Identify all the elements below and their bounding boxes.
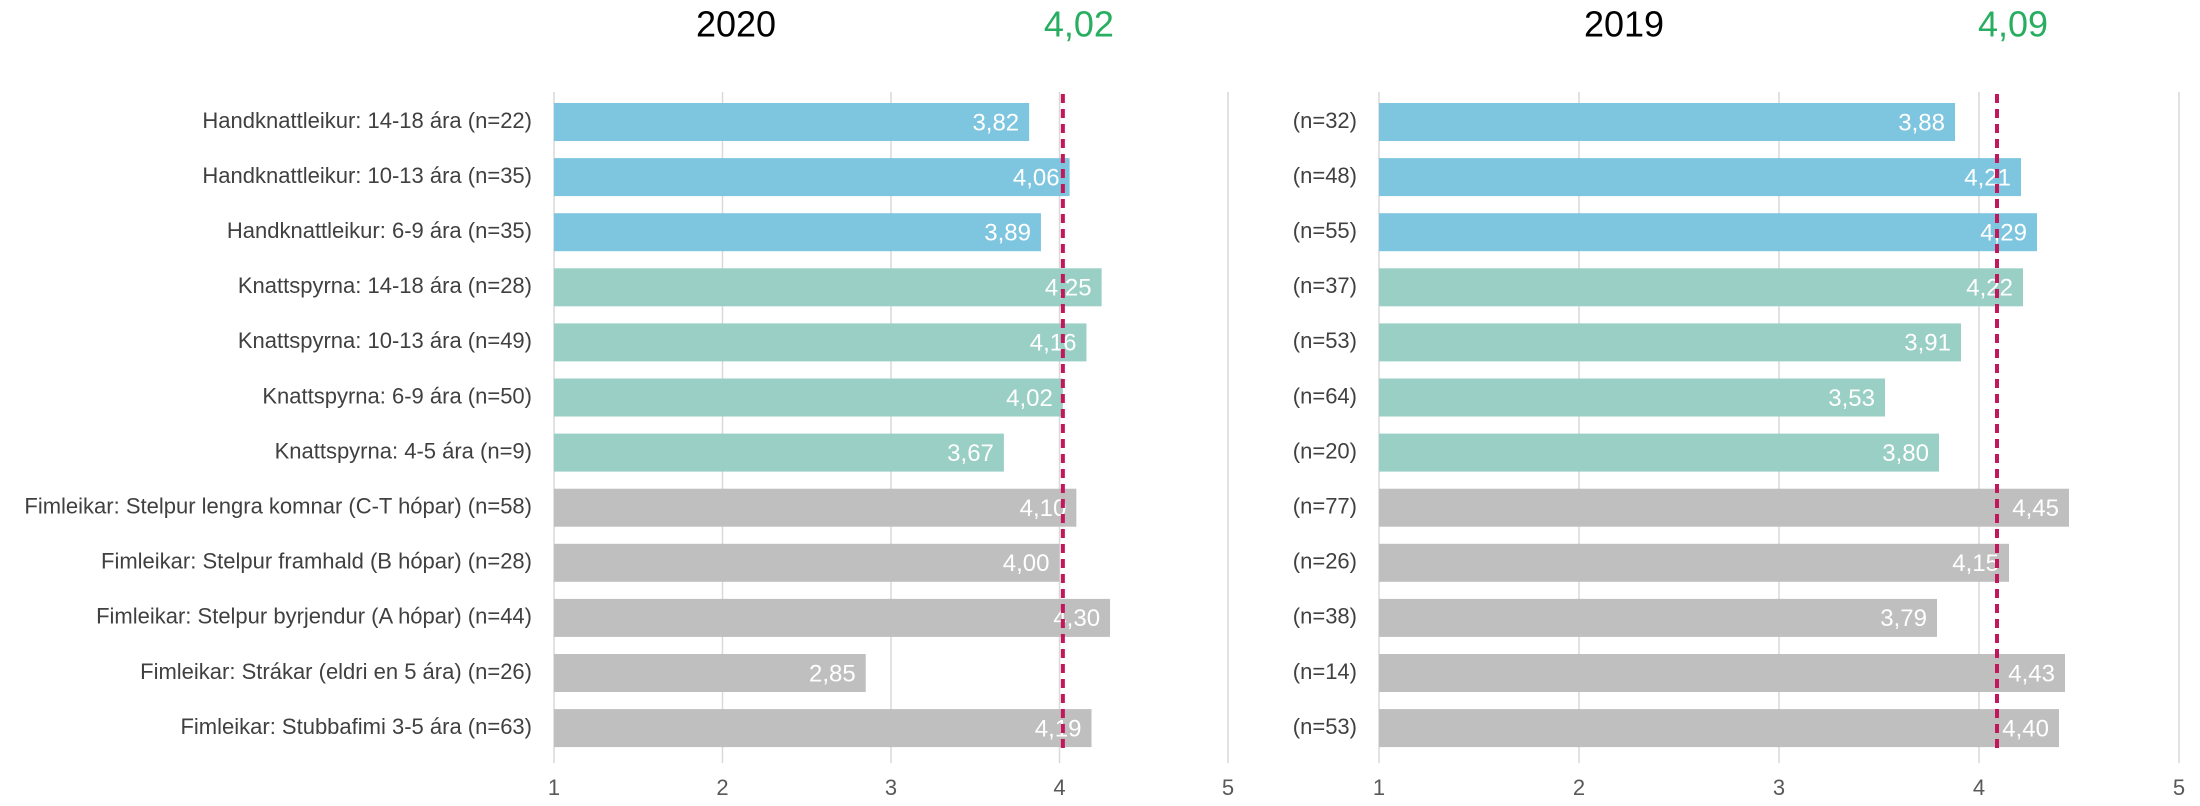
- bar: [1379, 158, 2021, 197]
- y-tick-label: (n=38): [1293, 604, 1357, 629]
- bar: [1379, 323, 1961, 362]
- value-label: 4,22: [1966, 275, 2013, 302]
- bar: [1379, 543, 2009, 582]
- bar: [554, 213, 1041, 252]
- value-label: 4,30: [1053, 605, 1100, 632]
- bar: [1379, 488, 2069, 527]
- bar: [1379, 268, 2023, 307]
- bar: [554, 598, 1111, 637]
- value-label: 3,80: [1882, 440, 1929, 467]
- bar: [554, 433, 1004, 472]
- value-label: 4,29: [1980, 220, 2027, 247]
- y-tick-label: (n=37): [1293, 273, 1357, 298]
- y-tick-label: (n=55): [1293, 218, 1357, 243]
- value-label: 4,10: [1020, 495, 1067, 522]
- bar: [554, 543, 1060, 582]
- y-tick-label: Knattspyrna: 4-5 ára (n=9): [275, 438, 532, 463]
- y-tick-label: (n=14): [1293, 659, 1357, 684]
- value-label: 4,45: [2012, 495, 2059, 522]
- y-tick-label: (n=48): [1293, 163, 1357, 188]
- y-tick-label: Knattspyrna: 6-9 ára (n=50): [262, 383, 532, 408]
- value-label: 4,21: [1964, 164, 2011, 191]
- value-label: 3,53: [1828, 385, 1875, 412]
- bar: [554, 378, 1063, 417]
- value-label: 2,85: [809, 660, 856, 687]
- y-tick-label: (n=26): [1293, 549, 1357, 574]
- value-label: 4,00: [1003, 550, 1050, 577]
- y-tick-label: (n=64): [1293, 383, 1357, 408]
- x-tick-label: 3: [1773, 775, 1785, 800]
- y-tick-label: Fimleikar: Stelpur byrjendur (A hópar) (…: [96, 604, 532, 629]
- x-tick-label: 1: [1373, 775, 1385, 800]
- y-tick-label: Handknattleikur: 14-18 ára (n=22): [202, 108, 532, 133]
- x-tick-label: 1: [548, 775, 560, 800]
- value-label: 3,82: [972, 109, 1019, 136]
- bar: [554, 654, 866, 692]
- value-label: 4,16: [1030, 330, 1077, 357]
- y-tick-label: (n=77): [1293, 494, 1357, 519]
- y-tick-label: (n=20): [1293, 438, 1357, 463]
- x-tick-label: 2: [1573, 775, 1585, 800]
- y-tick-label: Knattspyrna: 10-13 ára (n=49): [238, 328, 532, 353]
- value-label: 4,25: [1045, 275, 1092, 302]
- x-tick-label: 4: [1973, 775, 1985, 800]
- value-label: 3,67: [947, 440, 994, 467]
- average-label: 4,09: [1978, 4, 2048, 45]
- x-tick-label: 3: [885, 775, 897, 800]
- value-label: 4,02: [1006, 385, 1053, 412]
- y-tick-label: Handknattleikur: 6-9 ára (n=35): [227, 218, 532, 243]
- x-tick-label: 5: [2173, 775, 2185, 800]
- average-label: 4,02: [1044, 4, 1114, 45]
- y-tick-label: Fimleikar: Stubbafimi 3-5 ára (n=63): [180, 714, 532, 739]
- y-tick-label: Handknattleikur: 10-13 ára (n=35): [202, 163, 532, 188]
- x-tick-label: 2: [716, 775, 728, 800]
- bar: [554, 709, 1092, 748]
- bar: [1379, 378, 1885, 417]
- bar: [554, 103, 1030, 141]
- value-label: 3,89: [984, 220, 1031, 247]
- y-tick-label: Fimleikar: Strákar (eldri en 5 ára) (n=2…: [140, 659, 532, 684]
- value-label: 4,06: [1013, 164, 1060, 191]
- bar: [1379, 654, 2065, 692]
- y-tick-label: (n=53): [1293, 328, 1357, 353]
- y-tick-label: Fimleikar: Stelpur lengra komnar (C-T hó…: [24, 494, 532, 519]
- bar: [1379, 433, 1939, 472]
- bar: [1379, 103, 1955, 141]
- value-label: 3,88: [1898, 109, 1945, 136]
- chart-title: 2019: [1584, 4, 1664, 45]
- bar: [554, 323, 1087, 362]
- value-label: 4,43: [2008, 660, 2055, 687]
- value-label: 3,79: [1880, 605, 1927, 632]
- y-tick-label: (n=53): [1293, 714, 1357, 739]
- y-tick-label: (n=32): [1293, 108, 1357, 133]
- bar: [554, 488, 1077, 527]
- value-label: 4,40: [2002, 715, 2049, 742]
- x-tick-label: 5: [1222, 775, 1234, 800]
- bar: [554, 158, 1070, 197]
- bar: [1379, 598, 1937, 637]
- bar: [1379, 213, 2037, 252]
- value-label: 4,19: [1035, 715, 1082, 742]
- x-tick-label: 4: [1053, 775, 1065, 800]
- y-tick-label: Fimleikar: Stelpur framhald (B hópar) (n…: [101, 549, 532, 574]
- value-label: 4,15: [1952, 550, 1999, 577]
- bar: [1379, 709, 2059, 748]
- value-label: 3,91: [1904, 330, 1951, 357]
- y-tick-label: Knattspyrna: 14-18 ára (n=28): [238, 273, 532, 298]
- bar: [554, 268, 1102, 307]
- chart-title: 2020: [696, 4, 776, 45]
